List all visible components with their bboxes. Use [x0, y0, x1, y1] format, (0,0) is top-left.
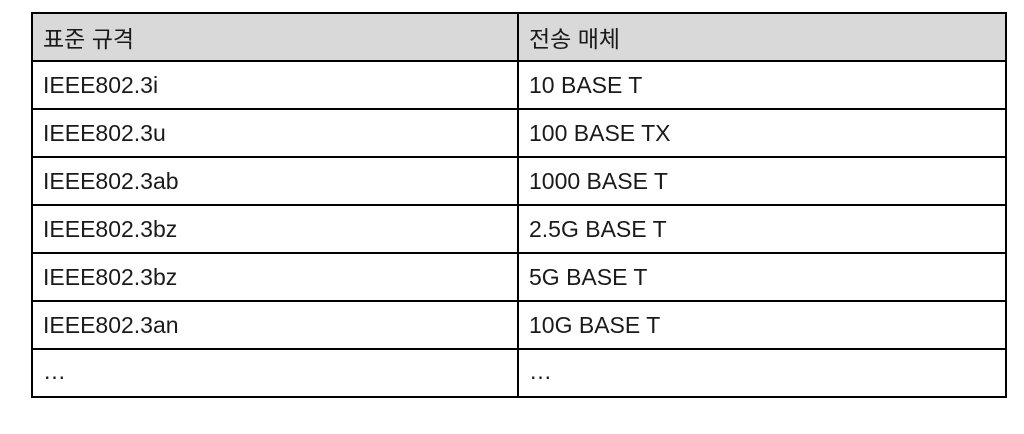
cell-standard: IEEE802.3ab	[31, 156, 519, 206]
cell-medium: 10G BASE T	[517, 300, 1007, 350]
table-row: IEEE802.3an 10G BASE T	[31, 300, 1007, 350]
table-row: IEEE802.3ab 1000 BASE T	[31, 156, 1007, 206]
cell-standard: IEEE802.3i	[31, 60, 519, 110]
table-row: IEEE802.3bz 2.5G BASE T	[31, 204, 1007, 254]
cell-medium: 1000 BASE T	[517, 156, 1007, 206]
cell-standard: IEEE802.3u	[31, 108, 519, 158]
ethernet-standards-table: 표준 규격 전송 매체 IEEE802.3i 10 BASE T IEEE802…	[31, 12, 1007, 398]
header-standard: 표준 규격	[31, 12, 519, 62]
table-row: IEEE802.3bz 5G BASE T	[31, 252, 1007, 302]
cell-medium: 2.5G BASE T	[517, 204, 1007, 254]
table-row: IEEE802.3i 10 BASE T	[31, 60, 1007, 110]
table-row-ellipsis: … …	[31, 348, 1007, 398]
header-medium: 전송 매체	[517, 12, 1007, 62]
cell-medium-ellipsis: …	[517, 348, 1007, 398]
cell-medium: 100 BASE TX	[517, 108, 1007, 158]
table-header-row: 표준 규격 전송 매체	[31, 12, 1007, 62]
cell-standard: IEEE802.3an	[31, 300, 519, 350]
table-row: IEEE802.3u 100 BASE TX	[31, 108, 1007, 158]
cell-standard: IEEE802.3bz	[31, 252, 519, 302]
cell-standard: IEEE802.3bz	[31, 204, 519, 254]
cell-medium: 10 BASE T	[517, 60, 1007, 110]
cell-medium: 5G BASE T	[517, 252, 1007, 302]
cell-standard-ellipsis: …	[31, 348, 519, 398]
